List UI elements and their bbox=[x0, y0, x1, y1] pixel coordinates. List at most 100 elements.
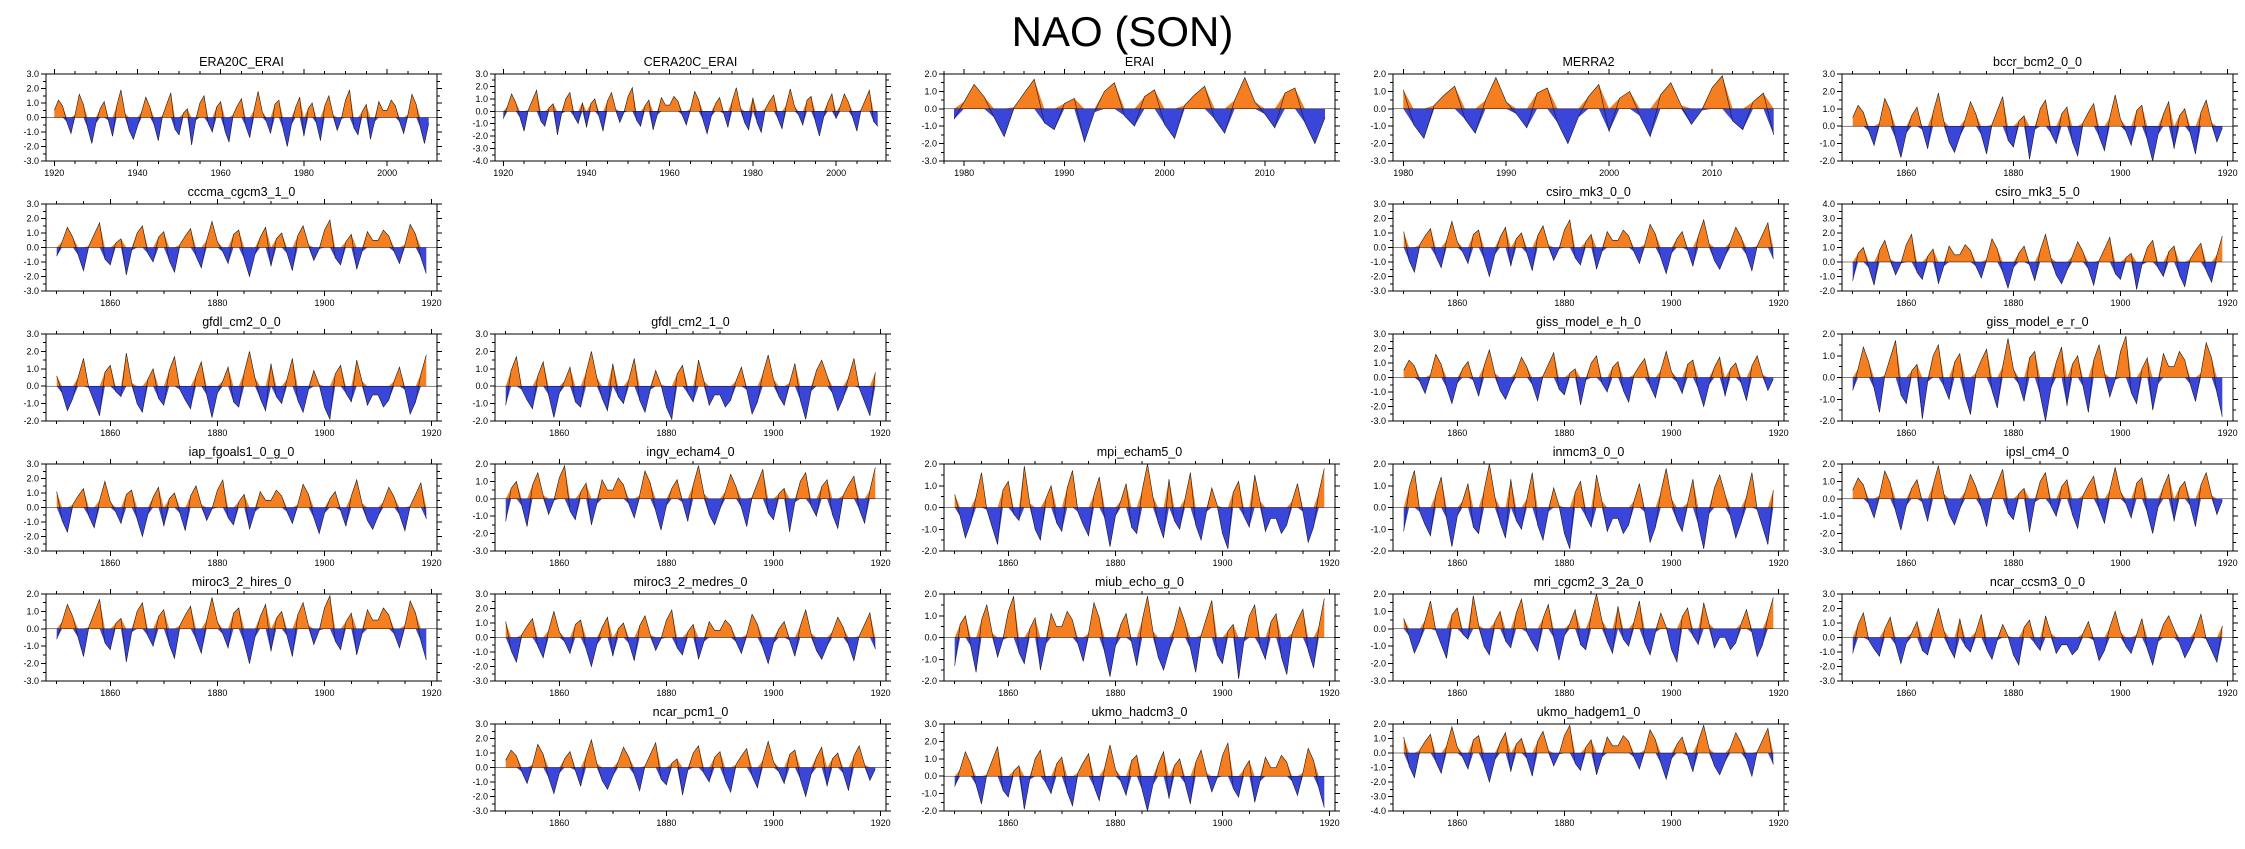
negative-area bbox=[1852, 498, 2223, 534]
x-tick-label: 1860 bbox=[549, 558, 569, 568]
y-tick-label: 2.0 bbox=[1822, 604, 1835, 614]
x-tick-label: 1880 bbox=[2003, 298, 2023, 308]
y-tick-label: -2.0 bbox=[23, 659, 39, 669]
y-tick-label: 3.0 bbox=[475, 719, 488, 729]
y-tick-label: -2.0 bbox=[472, 416, 488, 426]
y-tick-label: 0.0 bbox=[26, 503, 39, 513]
y-tick-label: -3.0 bbox=[472, 676, 488, 686]
negative-area bbox=[1852, 377, 2223, 421]
positive-area bbox=[954, 77, 1325, 109]
axes bbox=[1837, 199, 2238, 296]
y-tick-label: 1.0 bbox=[924, 86, 937, 96]
panel-title: csiro_mk3_0_0 bbox=[1546, 186, 1631, 199]
y-tick-label: -1.0 bbox=[472, 647, 488, 657]
y-tick-label: -3.0 bbox=[472, 144, 488, 154]
positive-area bbox=[1403, 725, 1774, 753]
x-tick-label: 1920 bbox=[871, 688, 891, 698]
series-line bbox=[1403, 724, 1774, 784]
panel-title: cccma_cgcm3_1_0 bbox=[188, 186, 296, 199]
y-tick-label: 2.0 bbox=[1373, 214, 1386, 224]
y-tick-label: 1.0 bbox=[1822, 243, 1835, 253]
axes bbox=[1388, 719, 1789, 816]
panel-gfdl_cm2_1_0: gfdl_cm2_1_0 -2.0 -1.0 0.0 1.0 2.0 3.0 1860 1880… bbox=[472, 316, 891, 438]
positive-area bbox=[1403, 594, 1774, 629]
x-tick-label: 1880 bbox=[1554, 818, 1574, 828]
x-tick-label: 1860 bbox=[1447, 298, 1467, 308]
positive-area bbox=[505, 609, 876, 638]
y-tick-label: 1.0 bbox=[1373, 481, 1386, 491]
x-tick-label: 1880 bbox=[656, 558, 676, 568]
positive-area bbox=[56, 595, 427, 629]
negative-area bbox=[954, 776, 1325, 811]
figure-title: NAO (SON) bbox=[1011, 8, 1234, 55]
y-tick-label: -2.0 bbox=[921, 546, 937, 556]
x-tick-label: 1880 bbox=[2003, 688, 2023, 698]
series-line bbox=[954, 463, 1325, 549]
x-tick-label: 1920 bbox=[2218, 558, 2238, 568]
x-tick-label: 1920 bbox=[871, 818, 891, 828]
series-line bbox=[505, 608, 876, 668]
y-tick-label: 0.0 bbox=[1822, 121, 1835, 131]
y-tick-label: 0.0 bbox=[1373, 503, 1386, 513]
series-line bbox=[54, 89, 429, 147]
x-tick-label: 1860 bbox=[549, 428, 569, 438]
x-tick-label: 1860 bbox=[1447, 818, 1467, 828]
y-tick-label: -1.0 bbox=[23, 127, 39, 137]
y-tick-label: 0.0 bbox=[1373, 373, 1386, 383]
x-tick-label: 1900 bbox=[2110, 688, 2130, 698]
x-tick-label: 1920 bbox=[2218, 688, 2238, 698]
positive-area bbox=[1852, 234, 2223, 262]
x-tick-label: 1900 bbox=[314, 298, 334, 308]
y-tick-label: -1.0 bbox=[1819, 647, 1835, 657]
series-line bbox=[56, 351, 427, 421]
x-tick-label: 1900 bbox=[1661, 558, 1681, 568]
series-line bbox=[1403, 218, 1774, 278]
positive-area bbox=[954, 464, 1325, 508]
y-tick-label: -3.0 bbox=[472, 806, 488, 816]
series-line bbox=[56, 594, 427, 664]
x-tick-label: 1860 bbox=[998, 558, 1018, 568]
x-tick-label: 1980 bbox=[954, 168, 974, 178]
panel-title: ukmo_hadgem1_0 bbox=[1537, 706, 1641, 719]
y-tick-label: -1.0 bbox=[1819, 139, 1835, 149]
y-tick-label: -3.0 bbox=[23, 156, 39, 166]
y-tick-label: 3.0 bbox=[26, 329, 39, 339]
series-line bbox=[505, 351, 876, 421]
series-line bbox=[1852, 93, 2223, 162]
negative-area bbox=[56, 628, 427, 664]
x-tick-label: 1990 bbox=[1496, 168, 1516, 178]
y-tick-label: -1.0 bbox=[23, 399, 39, 409]
axes bbox=[939, 459, 1340, 556]
panel-ukmo_hadcm3_0: ukmo_hadcm3_0 -2.0 -1.0 0.0 1.0 2.0 3.0 1860 188… bbox=[921, 706, 1340, 828]
axes bbox=[41, 459, 442, 556]
y-tick-label: -2.0 bbox=[472, 792, 488, 802]
y-tick-label: -1.0 bbox=[23, 517, 39, 527]
x-tick-label: 1980 bbox=[294, 168, 314, 178]
positive-area bbox=[505, 351, 876, 387]
panel-title: MERRA2 bbox=[1562, 56, 1614, 69]
positive-area bbox=[954, 596, 1325, 638]
y-tick-label: 0.0 bbox=[475, 763, 488, 773]
x-tick-label: 1960 bbox=[211, 168, 231, 178]
y-tick-label: 2.0 bbox=[26, 474, 39, 484]
x-tick-label: 1860 bbox=[100, 428, 120, 438]
x-tick-label: 1880 bbox=[656, 818, 676, 828]
x-tick-label: 2010 bbox=[1255, 168, 1275, 178]
positive-area bbox=[1852, 336, 2223, 378]
y-tick-label: 0.0 bbox=[475, 633, 488, 643]
y-tick-label: 2.0 bbox=[924, 69, 937, 79]
y-tick-label: -1.0 bbox=[1370, 257, 1386, 267]
y-tick-label: 0.0 bbox=[475, 106, 488, 116]
x-tick-label: 1900 bbox=[2110, 428, 2130, 438]
y-tick-label: -1.0 bbox=[1819, 511, 1835, 521]
y-tick-label: 1.0 bbox=[26, 488, 39, 498]
x-tick-label: 1860 bbox=[1447, 428, 1467, 438]
x-tick-label: 1860 bbox=[100, 688, 120, 698]
positive-area bbox=[505, 739, 876, 768]
y-tick-label: 1.0 bbox=[1822, 104, 1835, 114]
axes bbox=[490, 589, 891, 686]
y-tick-label: 0.0 bbox=[924, 633, 937, 643]
panel-title: ingv_echam4_0 bbox=[646, 446, 734, 459]
y-tick-label: -1.0 bbox=[1370, 121, 1386, 131]
y-tick-label: 2.0 bbox=[1373, 589, 1386, 599]
